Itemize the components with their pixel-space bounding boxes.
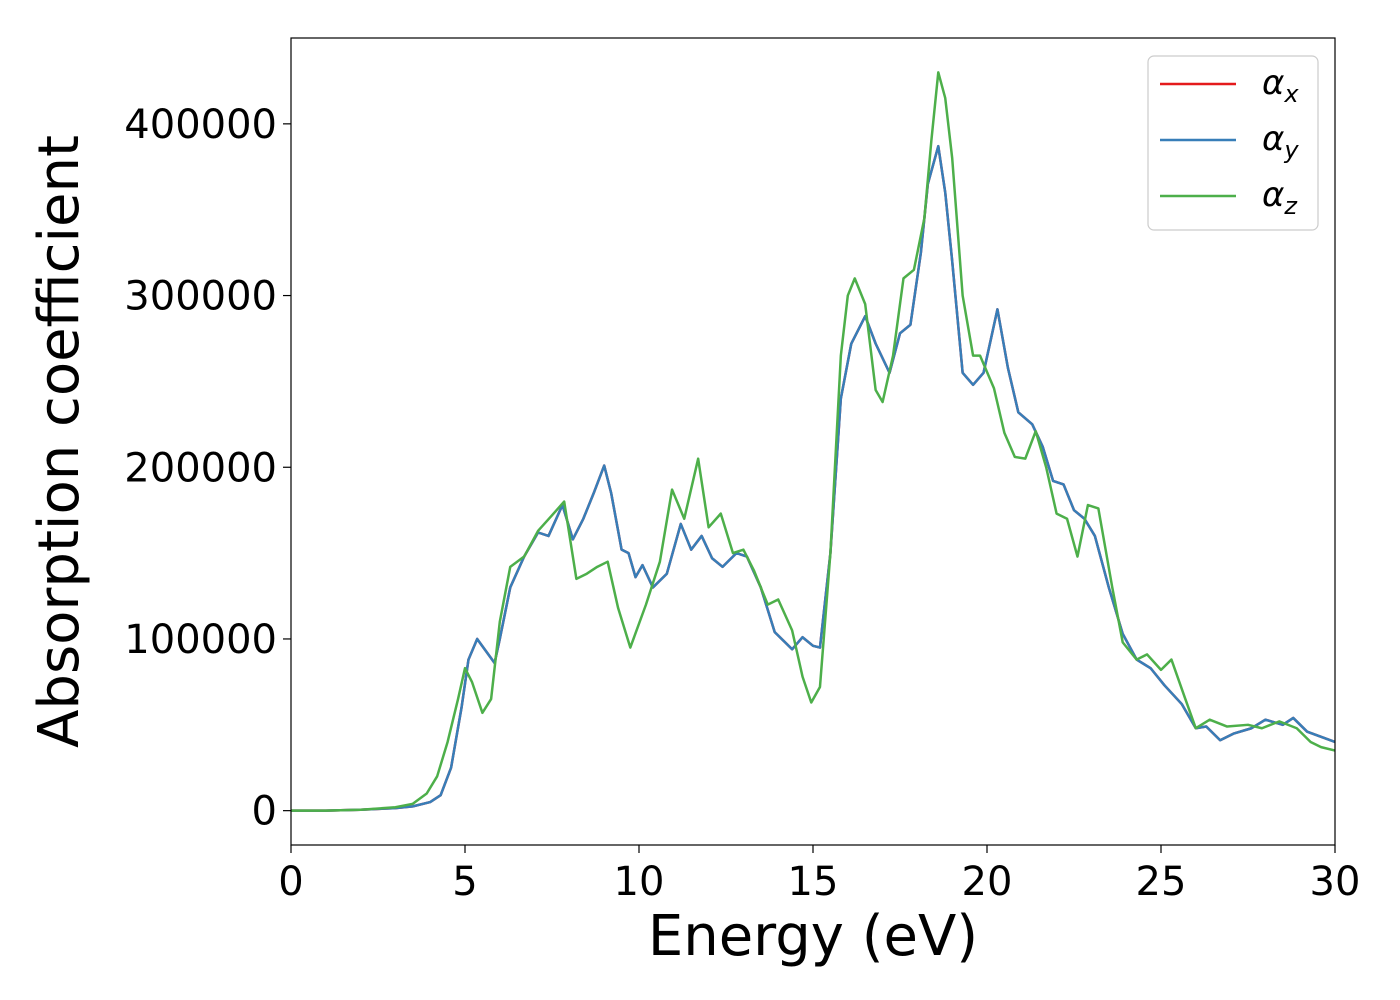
legend-symbol: α bbox=[1262, 175, 1284, 215]
plot-lines bbox=[291, 71, 1335, 812]
legend-subscript: x bbox=[1283, 80, 1299, 108]
series-line-alpha-x bbox=[291, 144, 1335, 812]
x-tick-label: 25 bbox=[1136, 859, 1187, 905]
x-tick-label: 20 bbox=[962, 859, 1013, 905]
legend-box bbox=[1147, 55, 1319, 231]
y-tick-label: 300000 bbox=[124, 274, 277, 320]
series-line-alpha-z bbox=[291, 71, 1335, 812]
y-tick-label: 200000 bbox=[124, 445, 277, 491]
x-tick-label: 5 bbox=[452, 859, 477, 905]
legend-subscript: y bbox=[1283, 136, 1299, 164]
x-tick-label: 15 bbox=[788, 859, 839, 905]
legend-label-alpha-y: αy bbox=[1262, 119, 1299, 164]
y-tick-label: 0 bbox=[252, 789, 277, 835]
legend-label-alpha-z: αz bbox=[1262, 175, 1298, 220]
y-tick-label: 100000 bbox=[124, 617, 277, 663]
y-axis: 0 100000 200000 300000 400000 bbox=[124, 102, 291, 835]
x-tick-label: 30 bbox=[1310, 859, 1361, 905]
x-axis-label: Energy (eV) bbox=[648, 904, 978, 969]
x-tick-label: 10 bbox=[614, 859, 665, 905]
series-line-alpha-y bbox=[291, 144, 1335, 812]
legend-symbol: α bbox=[1262, 63, 1284, 103]
x-axis: 0 5 10 15 20 25 30 bbox=[278, 845, 1360, 905]
y-axis-label: Absorption coefficient bbox=[27, 135, 92, 748]
legend-label-alpha-x: αx bbox=[1262, 63, 1299, 108]
legend-subscript: z bbox=[1283, 192, 1298, 220]
legend-symbol: α bbox=[1262, 119, 1284, 159]
x-tick-label: 0 bbox=[278, 859, 303, 905]
y-tick-label: 400000 bbox=[124, 102, 277, 148]
